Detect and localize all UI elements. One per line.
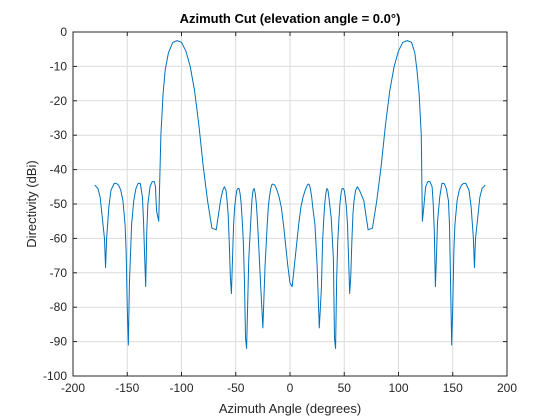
x-tick-label: 150 bbox=[443, 381, 463, 395]
x-tick-labels: -200 -150 -100 -50 0 50 100 150 200 bbox=[61, 381, 517, 395]
directivity-line bbox=[94, 40, 486, 349]
x-tick-label: 200 bbox=[497, 381, 517, 395]
y-tick-label: 0 bbox=[60, 25, 67, 39]
x-tick-label: -150 bbox=[115, 381, 139, 395]
y-tick-labels: 0 -10 -20 -30 -40 -50 -60 -70 -80 -90 -100 bbox=[43, 25, 67, 383]
x-tick-label: -200 bbox=[61, 381, 85, 395]
chart-title: Azimuth Cut (elevation angle = 0.0°) bbox=[180, 11, 401, 26]
tick-marks bbox=[72, 31, 508, 377]
y-tick-label: -80 bbox=[50, 300, 68, 314]
y-tick-label: -60 bbox=[50, 231, 68, 245]
y-tick-label: -100 bbox=[43, 369, 67, 383]
x-tick-label: 0 bbox=[287, 381, 294, 395]
y-tick-label: -90 bbox=[50, 335, 68, 349]
y-tick-label: -50 bbox=[50, 197, 68, 211]
x-tick-label: -100 bbox=[169, 381, 193, 395]
x-axis-label: Azimuth Angle (degrees) bbox=[219, 401, 361, 416]
series-layer bbox=[94, 40, 486, 349]
y-tick-label: -30 bbox=[50, 128, 68, 142]
x-tick-label: 50 bbox=[338, 381, 352, 395]
x-tick-label: 100 bbox=[388, 381, 408, 395]
y-tick-label: -10 bbox=[50, 59, 68, 73]
y-tick-label: -20 bbox=[50, 94, 68, 108]
y-axis-label: Directivity (dBi) bbox=[24, 160, 39, 247]
y-tick-label: -40 bbox=[50, 163, 68, 177]
x-tick-label: -50 bbox=[227, 381, 245, 395]
y-tick-label: -70 bbox=[50, 266, 68, 280]
